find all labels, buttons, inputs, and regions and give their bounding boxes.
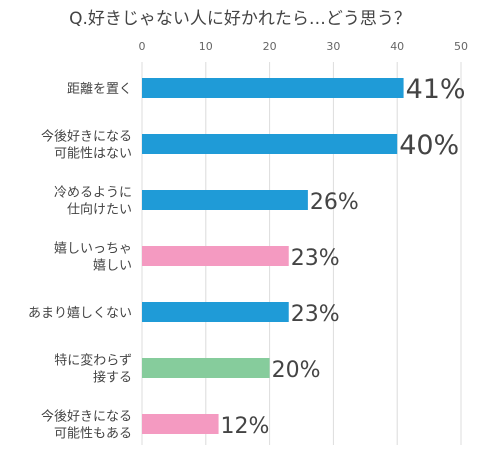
data-label: 40% bbox=[399, 130, 459, 161]
data-labels: 41% 40% 26% 23% 23% 20% 12% bbox=[221, 74, 466, 439]
category-label: 距離を置く bbox=[67, 82, 132, 97]
bar bbox=[142, 302, 289, 322]
x-tick-label: 40 bbox=[390, 40, 404, 53]
bar bbox=[142, 414, 219, 434]
bars bbox=[142, 78, 404, 434]
bar bbox=[142, 358, 270, 378]
data-label: 23% bbox=[291, 246, 340, 271]
data-label: 12% bbox=[221, 414, 270, 439]
category-labels: 距離を置く今後好きになる可能性はない冷めるように仕向けたい嬉しいっちゃ嬉しいあま… bbox=[28, 82, 132, 442]
category-label: 冷めるように bbox=[54, 186, 132, 201]
x-axis-ticks: 0 10 20 30 40 50 bbox=[139, 40, 469, 53]
x-tick-label: 30 bbox=[326, 40, 340, 53]
data-label: 41% bbox=[406, 74, 466, 105]
category-label: 接する bbox=[93, 370, 132, 386]
x-tick-label: 10 bbox=[199, 40, 213, 53]
x-tick-label: 0 bbox=[139, 40, 146, 53]
data-label: 23% bbox=[291, 302, 340, 327]
bar bbox=[142, 78, 404, 98]
bar bbox=[142, 134, 398, 154]
category-label: 可能性もある bbox=[54, 427, 132, 442]
category-label: 嬉しい bbox=[93, 259, 132, 274]
category-label: 仕向けたい bbox=[67, 202, 132, 218]
data-label: 26% bbox=[310, 190, 359, 215]
category-label: 今後好きになる bbox=[41, 129, 132, 145]
category-label: 嬉しいっちゃ bbox=[54, 242, 132, 257]
x-tick-label: 20 bbox=[263, 40, 277, 53]
category-label: 今後好きになる bbox=[41, 409, 132, 425]
x-tick-label: 50 bbox=[454, 40, 468, 53]
category-label: あまり嬉しくない bbox=[28, 306, 132, 321]
category-label: 可能性はない bbox=[54, 147, 132, 162]
bar bbox=[142, 246, 289, 266]
category-label: 特に変わらず bbox=[54, 353, 132, 369]
chart-title: Q.好きじゃない人に好かれたら…どう思う？ bbox=[69, 9, 411, 29]
bar bbox=[142, 190, 308, 210]
data-label: 20% bbox=[272, 358, 321, 383]
